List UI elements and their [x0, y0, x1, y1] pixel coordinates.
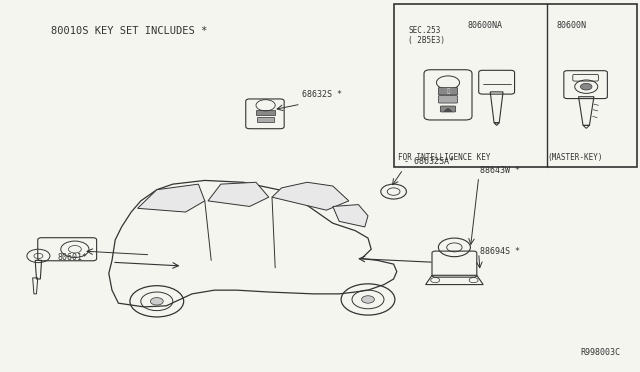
- Text: 80601*: 80601*: [58, 253, 88, 262]
- Circle shape: [362, 296, 374, 303]
- Text: 88694S *: 88694S *: [480, 247, 520, 256]
- Text: 68632S *: 68632S *: [302, 90, 342, 99]
- Text: R998003C: R998003C: [581, 348, 621, 357]
- Polygon shape: [272, 182, 349, 210]
- Text: 🔒: 🔒: [446, 88, 450, 94]
- Text: 80600NA: 80600NA: [467, 21, 502, 30]
- Text: (MASTER-KEY): (MASTER-KEY): [548, 153, 604, 162]
- Circle shape: [150, 298, 163, 305]
- Bar: [394, 4, 637, 167]
- Polygon shape: [208, 182, 269, 206]
- Text: ( 2B5E3): ( 2B5E3): [408, 36, 445, 45]
- Bar: [257, 117, 274, 122]
- Text: - 68632SA*: - 68632SA*: [404, 157, 454, 166]
- Text: 80010S KEY SET INCLUDES *: 80010S KEY SET INCLUDES *: [51, 26, 207, 36]
- Polygon shape: [444, 108, 452, 111]
- Bar: [256, 110, 275, 115]
- Circle shape: [580, 83, 592, 90]
- FancyBboxPatch shape: [440, 106, 456, 112]
- FancyBboxPatch shape: [438, 87, 458, 95]
- FancyBboxPatch shape: [438, 96, 458, 103]
- Text: 88643W *: 88643W *: [480, 166, 520, 175]
- Polygon shape: [333, 205, 368, 227]
- Text: 80600N: 80600N: [557, 21, 587, 30]
- Text: FOR INTELLIGENCE KEY: FOR INTELLIGENCE KEY: [398, 153, 491, 162]
- Polygon shape: [138, 184, 205, 212]
- Text: SEC.253: SEC.253: [408, 26, 441, 35]
